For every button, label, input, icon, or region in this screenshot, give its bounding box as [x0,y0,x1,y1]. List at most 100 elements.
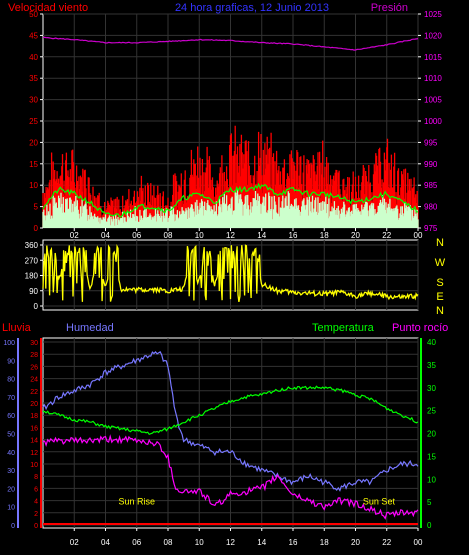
y-tick-label-rain: 0 [11,523,15,530]
y-tick-label-wind: 10 [29,181,38,190]
y-tick-label-pressure: 990 [424,160,438,169]
y-tick-label-direction: 180 [25,272,39,281]
x-tick-label-bottom: 04 [101,538,110,547]
x-tick-label-bottom: 20 [351,538,360,547]
y-tick-label-pressure: 1010 [424,74,442,83]
y-tick-label-direction: 90 [29,287,38,296]
y-tick-label-rain: 30 [7,468,15,475]
wind-pressure-axes: 0510152025303540455097598098599099510001… [29,10,442,240]
y-tick-label-humidity: 24 [30,377,38,384]
y-tick-label-temperature: 0 [427,521,432,530]
y-tick-label-pressure: 1005 [424,96,442,105]
y-tick-label-humidity: 30 [30,340,38,347]
y-tick-label-rain: 60 [7,413,15,420]
x-tick-label-top: 02 [70,231,79,240]
y-tick-label-wind: 25 [29,117,38,126]
y-tick-label-pressure: 1000 [424,117,442,126]
y-tick-label-temperature: 25 [427,407,436,416]
y-tick-label-wind: 35 [29,74,38,83]
y-tick-label-temperature: 40 [427,338,436,347]
sunset-annotation: Sun Set [363,496,396,506]
x-tick-label-bottom: 08 [164,538,173,547]
compass-label: E [436,291,443,303]
compass-label: W [435,257,446,269]
y-tick-label-humidity: 28 [30,352,38,359]
x-tick-label-top: 06 [132,231,141,240]
y-tick-label-rain: 90 [7,358,15,365]
sunrise-annotation: Sun Rise [118,496,155,506]
y-tick-label-wind: 50 [29,10,38,19]
x-tick-label-bottom: 22 [382,538,391,547]
x-tick-label-top: 12 [226,231,235,240]
x-tick-label-top: 10 [195,231,204,240]
y-tick-label-rain: 10 [7,505,15,512]
y-tick-label-wind: 30 [29,96,38,105]
wind-speed-label: Velocidad viento [8,2,88,14]
y-tick-label-temperature: 30 [427,384,436,393]
y-tick-label-humidity: 18 [30,413,38,420]
y-tick-label-wind: 0 [34,224,39,233]
y-tick-label-pressure: 1020 [424,31,442,40]
y-tick-label-humidity: 0 [34,523,38,530]
y-tick-label-rain: 100 [3,340,15,347]
y-tick-label-pressure: 975 [424,224,438,233]
x-tick-label-bottom: 18 [320,538,329,547]
x-tick-label-bottom: 14 [257,538,266,547]
y-tick-label-temperature: 10 [427,475,436,484]
y-tick-label-humidity: 4 [34,499,38,506]
x-tick-label-top: 08 [164,231,173,240]
y-tick-label-humidity: 22 [30,389,38,396]
y-tick-label-wind: 20 [29,138,38,147]
y-tick-label-pressure: 985 [424,181,438,190]
x-tick-label-bottom: 16 [289,538,298,547]
temp-humidity-grid [43,338,419,528]
pressure-label: Presión [371,2,408,14]
y-tick-label-rain: 70 [7,395,15,402]
compass-label: N [436,305,444,317]
x-tick-label-bottom: 12 [226,538,235,547]
y-tick-label-humidity: 8 [34,474,38,481]
y-tick-label-rain: 20 [7,486,15,493]
y-tick-label-temperature: 15 [427,452,436,461]
y-tick-label-pressure: 1015 [424,53,442,62]
wind-pressure-series [42,36,419,228]
y-tick-label-humidity: 2 [34,511,38,518]
y-tick-label-humidity: 12 [30,450,38,457]
x-tick-label-top: 22 [382,231,391,240]
humidity-series [42,351,419,492]
y-tick-label-direction: 0 [34,302,39,311]
y-tick-label-humidity: 10 [30,462,38,469]
y-tick-label-wind: 5 [34,203,39,212]
y-tick-label-wind: 45 [29,31,38,40]
dew-point-series [42,434,419,520]
y-tick-label-direction: 270 [25,256,39,265]
y-tick-label-humidity: 6 [34,486,38,493]
y-tick-label-temperature: 35 [427,361,436,370]
y-tick-label-humidity: 16 [30,425,38,432]
x-tick-label-bottom: 06 [132,538,141,547]
x-tick-label-top: 00 [414,231,423,240]
humidity-label: Humedad [66,322,114,334]
y-tick-label-wind: 40 [29,53,38,62]
wind-speed-series [42,188,419,228]
x-tick-label-top: 16 [289,231,298,240]
x-tick-label-bottom: 02 [70,538,79,547]
y-tick-label-rain: 80 [7,377,15,384]
y-tick-label-temperature: 5 [427,498,432,507]
compass-label: S [436,277,443,289]
y-tick-label-temperature: 20 [427,430,436,439]
temperature-label: Temperatura [312,322,375,334]
y-tick-label-rain: 50 [7,432,15,439]
temp-humidity-series [42,351,419,525]
wind-direction-series [42,244,419,303]
x-tick-label-bottom: 00 [414,538,423,547]
y-tick-label-pressure: 995 [424,138,438,147]
y-tick-label-rain: 40 [7,450,15,457]
wind-average-series [42,182,418,218]
x-tick-label-bottom: 10 [195,538,204,547]
wind-direction-series [42,244,419,303]
pressure-series [42,36,419,51]
chart-header-title: 24 hora graficas, 12 Junio 2013 [175,2,329,14]
